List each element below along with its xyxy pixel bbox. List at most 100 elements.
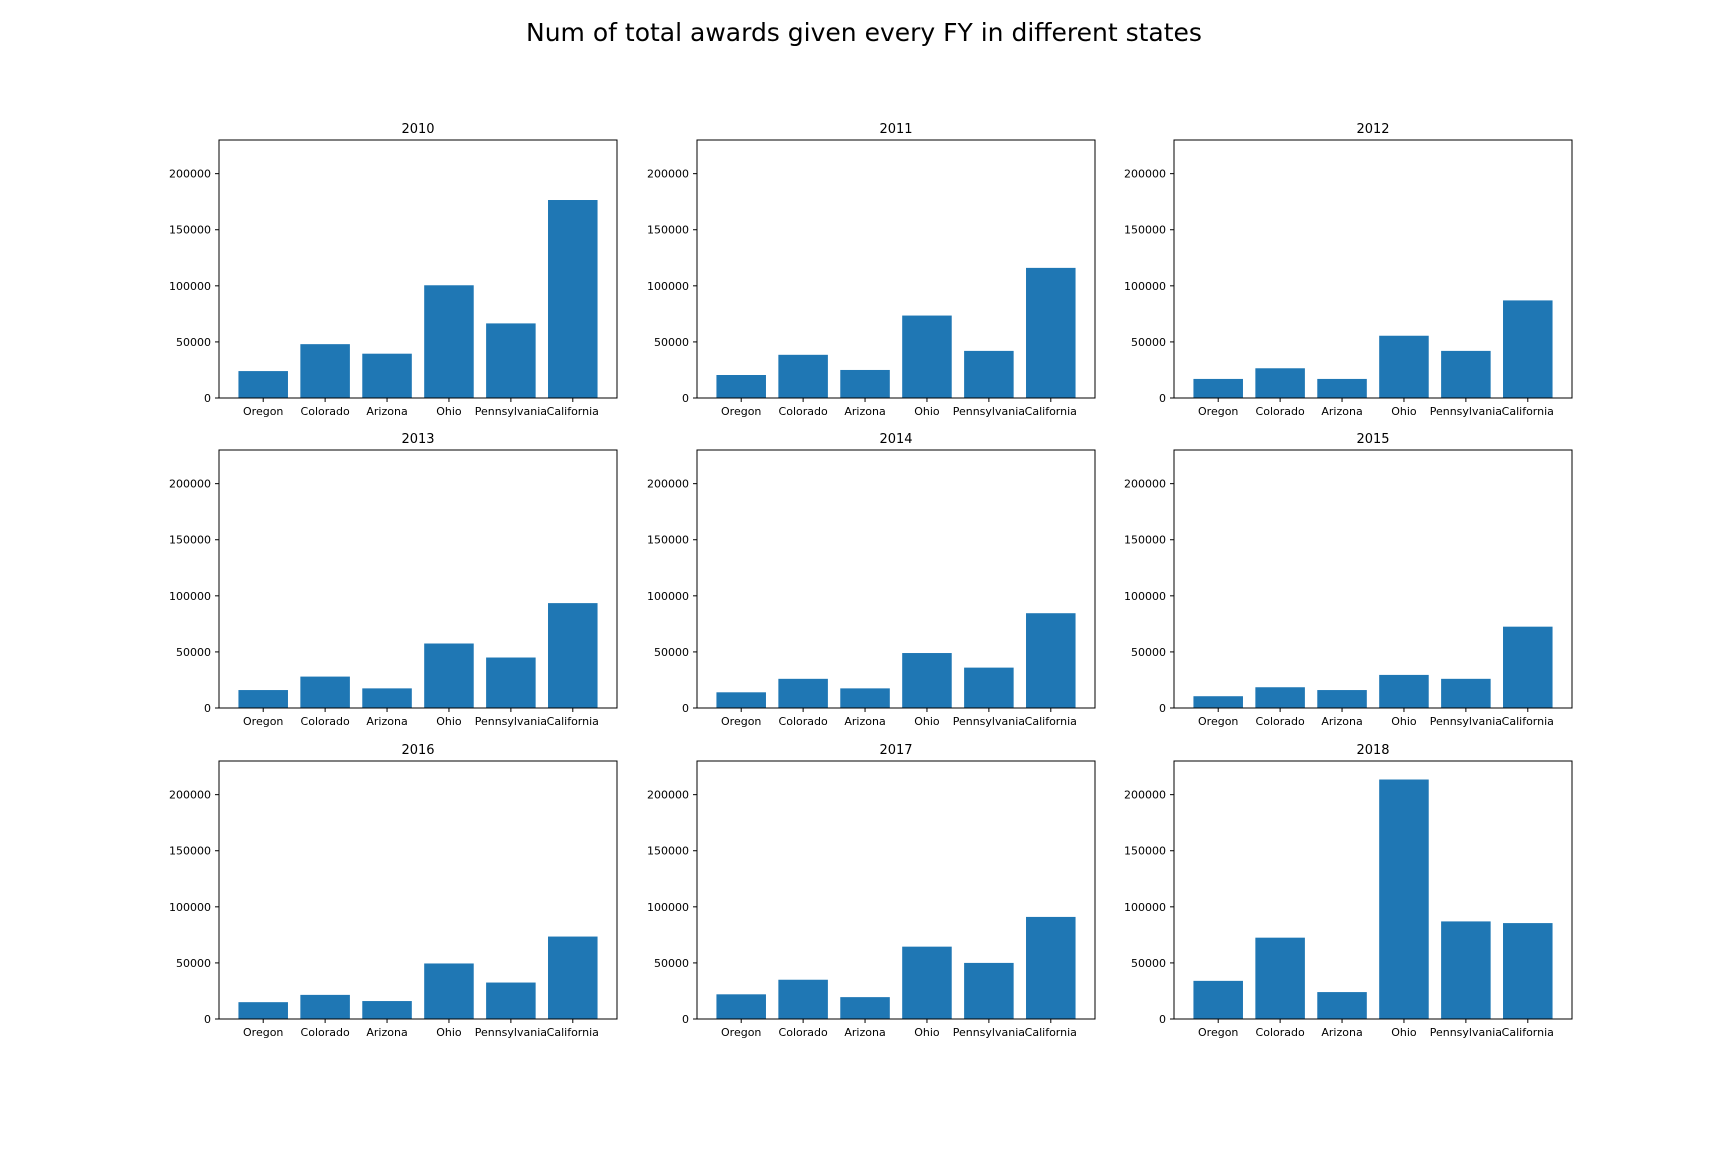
subplot-title: 2015	[1356, 432, 1389, 447]
bar-ohio	[424, 963, 474, 1019]
bar-california	[1026, 267, 1076, 398]
bar-colorado	[1255, 368, 1305, 398]
bar-california	[1026, 613, 1076, 708]
axes-frame	[218, 760, 618, 1020]
subplot-title: 2016	[401, 743, 434, 758]
x-tick-label: Oregon	[1198, 405, 1238, 418]
bar-california	[548, 603, 598, 708]
y-tick-label: 150000	[169, 224, 211, 237]
bar-ohio	[902, 653, 952, 708]
subplot-2010: 2010 Oregon Colorado Arizona Ohio Pennsylvani…	[169, 122, 618, 418]
subplot-2013: 2013 Oregon Colorado Arizona Ohio Pennsylvani…	[169, 432, 618, 728]
y-tick-label: 0	[1159, 392, 1166, 405]
bar-ohio	[424, 285, 474, 398]
bar-arizona	[1317, 992, 1367, 1019]
x-tick-label: Oregon	[243, 405, 283, 418]
x-tick-label: Oregon	[1198, 1026, 1238, 1039]
bar-colorado	[300, 994, 350, 1019]
x-tick-label: Arizona	[844, 715, 885, 728]
y-tick-label: 100000	[169, 280, 211, 293]
x-tick-label: California	[1502, 405, 1554, 418]
bar-arizona	[362, 353, 412, 398]
x-tick-label: Pennsylvania	[475, 1026, 547, 1039]
x-tick-label: Oregon	[243, 1026, 283, 1039]
subplot-2018: 2018 Oregon Colorado Arizona Ohio Pennsylvani…	[1124, 743, 1573, 1039]
bar-arizona	[1317, 378, 1367, 398]
subplot-2015: 2015 Oregon Colorado Arizona Ohio Pennsylvani…	[1124, 432, 1573, 728]
x-tick-label: Ohio	[1391, 715, 1417, 728]
y-tick-label: 50000	[1131, 957, 1166, 970]
y-tick-label: 100000	[647, 280, 689, 293]
y-tick-label: 50000	[654, 336, 689, 349]
bar-california	[548, 200, 598, 398]
bar-ohio	[902, 315, 952, 398]
x-tick-label: Colorado	[301, 405, 350, 418]
subplot-title: 2010	[401, 122, 434, 137]
bar-oregon	[1193, 378, 1243, 398]
axes-frame	[696, 760, 1096, 1020]
y-tick-label: 200000	[647, 478, 689, 491]
x-tick-label: Pennsylvania	[953, 715, 1025, 728]
subplot-title: 2017	[879, 743, 912, 758]
bar-oregon	[716, 994, 766, 1019]
subplot-2017: 2017 Oregon Colorado Arizona Ohio Pennsylvani…	[647, 743, 1096, 1039]
x-tick-label: Ohio	[436, 405, 462, 418]
x-tick-label: Ohio	[1391, 405, 1417, 418]
bar-arizona	[840, 688, 890, 708]
axes-frame	[696, 449, 1096, 709]
y-tick-label: 200000	[1124, 168, 1166, 181]
bar-arizona	[362, 1001, 412, 1019]
axes-frame	[1173, 760, 1573, 1020]
y-tick-label: 200000	[1124, 478, 1166, 491]
x-tick-label: Arizona	[1321, 715, 1362, 728]
subplot-title: 2012	[1356, 122, 1389, 137]
y-tick-label: 100000	[169, 901, 211, 914]
x-tick-label: Ohio	[436, 715, 462, 728]
x-tick-label: Arizona	[844, 1026, 885, 1039]
y-tick-label: 150000	[647, 845, 689, 858]
subplot-2016: 2016 Oregon Colorado Arizona Ohio Pennsylvani…	[169, 743, 618, 1039]
bar-california	[1503, 923, 1553, 1019]
y-tick-label: 200000	[169, 478, 211, 491]
bar-oregon	[238, 1002, 288, 1019]
y-tick-label: 50000	[1131, 646, 1166, 659]
x-tick-label: California	[1025, 715, 1077, 728]
x-tick-label: California	[1025, 1026, 1077, 1039]
y-tick-label: 0	[682, 702, 689, 715]
y-tick-label: 150000	[169, 845, 211, 858]
x-tick-label: Arizona	[1321, 405, 1362, 418]
bar-pennsylvania	[1441, 921, 1491, 1019]
y-tick-label: 50000	[654, 957, 689, 970]
x-tick-label: California	[547, 1026, 599, 1039]
x-tick-label: Oregon	[721, 405, 761, 418]
bar-ohio	[902, 946, 952, 1019]
y-tick-label: 50000	[176, 336, 211, 349]
axes-frame	[218, 139, 618, 399]
axes-frame	[696, 139, 1096, 399]
bar-pennsylvania	[1441, 350, 1491, 398]
x-tick-label: Pennsylvania	[1430, 715, 1502, 728]
bar-colorado	[300, 676, 350, 708]
x-tick-label: Colorado	[301, 1026, 350, 1039]
bar-california	[1503, 626, 1553, 708]
y-tick-label: 200000	[169, 789, 211, 802]
x-tick-label: Arizona	[366, 405, 407, 418]
bar-oregon	[238, 371, 288, 398]
y-tick-label: 0	[682, 1013, 689, 1026]
bar-pennsylvania	[486, 657, 536, 708]
y-tick-label: 100000	[647, 901, 689, 914]
axes-frame	[1173, 139, 1573, 399]
bar-arizona	[1317, 690, 1367, 708]
x-tick-label: Colorado	[779, 405, 828, 418]
bar-pennsylvania	[964, 962, 1014, 1019]
x-tick-label: Ohio	[914, 715, 940, 728]
x-tick-label: Arizona	[844, 405, 885, 418]
x-tick-label: Pennsylvania	[1430, 405, 1502, 418]
y-tick-label: 200000	[647, 789, 689, 802]
subplot-2011: 2011 Oregon Colorado Arizona Ohio Pennsylvani…	[647, 122, 1096, 418]
bar-pennsylvania	[486, 323, 536, 398]
y-tick-label: 200000	[647, 168, 689, 181]
x-tick-label: Oregon	[721, 1026, 761, 1039]
